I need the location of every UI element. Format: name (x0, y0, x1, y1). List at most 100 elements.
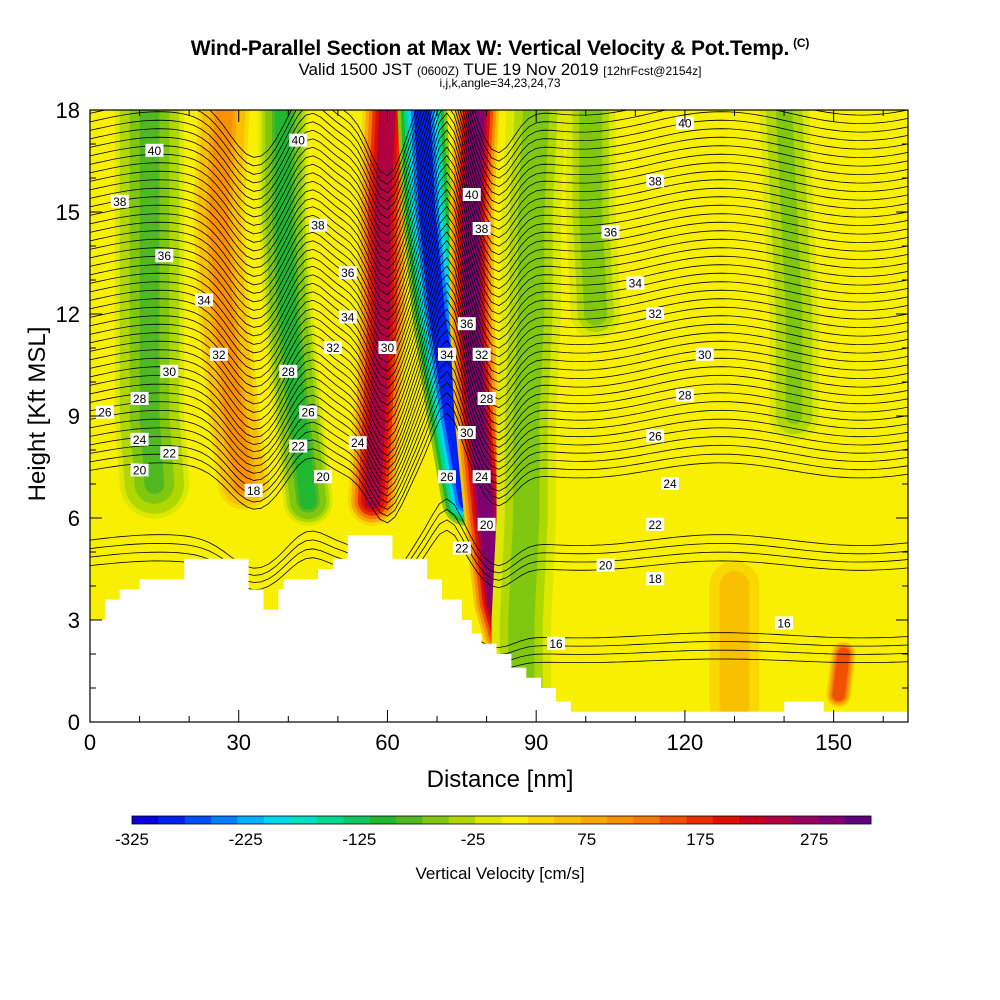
colorbar-tick-label: 175 (686, 830, 714, 849)
isentrope-26-3 (90, 265, 908, 415)
isentrope-38-0 (90, 110, 908, 236)
isentrope-26-2 (90, 273, 908, 423)
contour-label: 36 (155, 249, 174, 263)
contour-label: 18 (244, 483, 263, 498)
contour-label-text: 20 (316, 470, 330, 484)
isentrope-38-1 (90, 110, 908, 228)
x-tick-label: 150 (815, 730, 852, 755)
contour-label-text: 28 (678, 389, 692, 403)
colorbar-swatch (316, 816, 344, 824)
colorbar-tick-label: 275 (800, 830, 828, 849)
contour-label: 30 (695, 347, 714, 362)
y-tick-label: 15 (56, 200, 80, 225)
contour-label-bg (477, 392, 496, 405)
subtitle-utc: (0600Z) (416, 64, 459, 78)
chart-title-text: Wind-Parallel Section at Max W: Vertical… (190, 37, 790, 60)
contour-label-text: 40 (465, 188, 479, 202)
contour-label: 26 (646, 429, 665, 443)
isentrope-20-1 (90, 402, 908, 517)
contour-label-text: 36 (341, 266, 355, 280)
contour-label-text: 24 (351, 436, 365, 450)
contour-label-bg (145, 143, 164, 157)
isentrope-20-0 (90, 412, 908, 524)
contour-label-bg (437, 470, 456, 484)
contour-label: 40 (675, 116, 694, 131)
contour-label-text: 24 (133, 433, 147, 447)
colorbar-swatch (580, 816, 608, 824)
contour-label-bg (289, 133, 308, 147)
contour-label-text: 20 (133, 463, 147, 477)
colorbar-swatch (686, 816, 713, 824)
contour-label-text: 26 (98, 406, 112, 420)
colorbar-label: Vertical Velocity [cm/s] (415, 864, 585, 883)
contour-label: 38 (110, 194, 129, 209)
contour-label: 34 (338, 310, 357, 324)
contour-label-bg (626, 276, 645, 290)
velocity-band-0-level-5 (209, 110, 253, 494)
contour-label-text: 16 (549, 637, 563, 651)
colorbar-swatch (765, 816, 793, 824)
subtitle-date: TUE 19 Nov 2019 (463, 60, 599, 79)
contour-label-text: 32 (326, 341, 340, 355)
colorbar-swatch (791, 816, 819, 824)
contour-label-text: 18 (648, 572, 662, 586)
contour-label: 26 (95, 405, 114, 420)
contour-label: 26 (299, 405, 318, 420)
isentrope-34-2 (90, 137, 908, 287)
colorbar-swatch (527, 816, 555, 824)
contour-label-text: 30 (698, 348, 712, 362)
terrain (90, 535, 908, 722)
colorbar-swatch (237, 816, 265, 824)
colorbar-swatch (633, 816, 661, 824)
contour-label-text: 18 (247, 484, 261, 498)
contour-label-text: 20 (480, 518, 494, 532)
contour-label: 30 (160, 364, 179, 379)
y-tick-label: 3 (68, 608, 80, 633)
y-tick-label: 0 (68, 710, 80, 735)
isentrope-24-2 (90, 308, 908, 457)
contour-label-bg (348, 436, 367, 450)
contour-label-bg (457, 426, 476, 439)
isentrope-18-3 (90, 498, 908, 579)
x-tick-label: 120 (667, 730, 704, 755)
isentrope-36-3 (90, 110, 908, 245)
x-tick-label: 90 (524, 730, 548, 755)
contour-label: 24 (348, 436, 367, 450)
contour-label-text: 22 (648, 518, 662, 532)
contour-label-bg (596, 558, 615, 572)
isentrope-40-3 (209, 110, 908, 177)
contour-label: 20 (314, 470, 333, 484)
isentrope-22-1 (90, 360, 908, 490)
contour-label-bg (279, 364, 298, 378)
contour-label-text: 34 (440, 348, 454, 362)
colorbar-swatch (422, 816, 450, 824)
colorbar-swatch (343, 816, 370, 824)
velocity-band-1-level-5 (364, 110, 396, 510)
contour-label-text: 30 (381, 341, 395, 355)
contour-label-text: 22 (163, 446, 177, 460)
grid-indices: i,j,k,angle=34,23,24,73 (439, 76, 561, 90)
contour-label-text: 28 (282, 365, 296, 379)
colorbar-swatch (501, 816, 529, 824)
contour-label-text: 28 (480, 392, 494, 406)
contour-label-text: 32 (212, 348, 226, 362)
y-tick-label: 6 (68, 506, 80, 531)
contour-label-bg (110, 194, 129, 208)
contour-label-bg (95, 405, 114, 419)
isentrope-40-2 (90, 110, 908, 185)
x-axis-label: Distance [nm] (426, 766, 574, 793)
contour-label-bg (646, 429, 665, 443)
contour-label-bg (289, 439, 308, 453)
contour-label-bg (452, 541, 471, 555)
contour-label-bg (130, 463, 149, 477)
colorbar-swatch (739, 816, 766, 824)
isentrope-20-3 (90, 381, 908, 504)
contour-label-text: 30 (460, 426, 474, 440)
contour-label-bg (675, 116, 694, 130)
contour-label: 24 (472, 470, 491, 484)
colorbar-swatch (211, 816, 238, 824)
isentrope-28-2 (90, 239, 908, 389)
contour-label-bg (299, 405, 318, 419)
contour-label: 32 (323, 341, 342, 355)
